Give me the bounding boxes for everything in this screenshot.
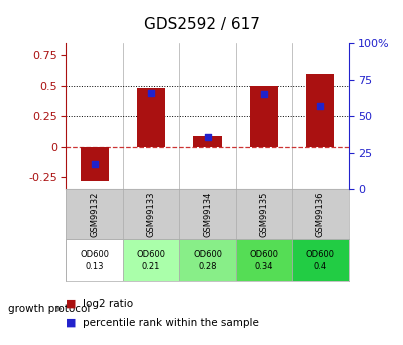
Bar — [123, 239, 179, 281]
Point — [91, 162, 98, 167]
Text: GSM99133: GSM99133 — [147, 191, 156, 237]
Text: OD600
0.4: OD600 0.4 — [306, 250, 335, 271]
Point — [317, 103, 324, 109]
Text: GDS2592 / 617: GDS2592 / 617 — [143, 17, 260, 32]
Text: ■: ■ — [66, 318, 81, 327]
Text: GSM99135: GSM99135 — [260, 192, 268, 237]
Text: GSM99134: GSM99134 — [203, 192, 212, 237]
Bar — [236, 239, 292, 281]
Bar — [179, 239, 236, 281]
Point — [148, 90, 154, 96]
Text: OD600
0.21: OD600 0.21 — [137, 250, 166, 271]
Text: GSM99136: GSM99136 — [316, 191, 325, 237]
Bar — [292, 239, 349, 281]
Bar — [193, 136, 222, 147]
Text: OD600
0.13: OD600 0.13 — [80, 250, 109, 271]
Point — [204, 134, 211, 139]
Text: OD600
0.34: OD600 0.34 — [249, 250, 278, 271]
Bar — [66, 239, 123, 281]
Text: ■: ■ — [66, 299, 81, 308]
Text: log2 ratio: log2 ratio — [83, 299, 133, 308]
Bar — [306, 73, 334, 147]
Text: growth protocol: growth protocol — [8, 304, 90, 314]
Text: OD600
0.28: OD600 0.28 — [193, 250, 222, 271]
Point — [261, 91, 267, 97]
Bar — [137, 88, 165, 147]
Bar — [81, 147, 109, 181]
Text: GSM99132: GSM99132 — [90, 192, 99, 237]
Text: percentile rank within the sample: percentile rank within the sample — [83, 318, 258, 327]
Bar — [250, 86, 278, 147]
